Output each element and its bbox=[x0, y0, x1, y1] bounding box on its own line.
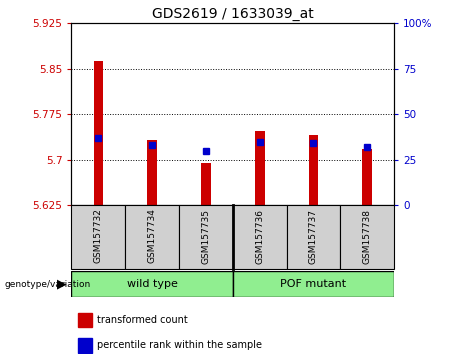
Title: GDS2619 / 1633039_at: GDS2619 / 1633039_at bbox=[152, 7, 313, 21]
Bar bbox=[148, 140, 157, 205]
Bar bbox=[233, 271, 394, 297]
Bar bbox=[255, 131, 265, 205]
Text: wild type: wild type bbox=[127, 279, 177, 289]
Text: POF mutant: POF mutant bbox=[280, 279, 347, 289]
Text: GSM157735: GSM157735 bbox=[201, 209, 210, 263]
Bar bbox=[71, 205, 125, 269]
Bar bbox=[287, 205, 340, 269]
Text: GSM157737: GSM157737 bbox=[309, 209, 318, 263]
Bar bbox=[94, 61, 103, 205]
Text: GSM157738: GSM157738 bbox=[363, 209, 372, 263]
Text: percentile rank within the sample: percentile rank within the sample bbox=[97, 340, 262, 350]
Text: GSM157734: GSM157734 bbox=[148, 209, 157, 263]
Bar bbox=[233, 205, 287, 269]
Bar bbox=[125, 205, 179, 269]
Bar bbox=[78, 313, 92, 327]
Bar bbox=[340, 205, 394, 269]
Bar bbox=[179, 205, 233, 269]
Text: genotype/variation: genotype/variation bbox=[5, 280, 91, 289]
Text: GSM157732: GSM157732 bbox=[94, 209, 103, 263]
Text: GSM157736: GSM157736 bbox=[255, 209, 264, 263]
Text: transformed count: transformed count bbox=[97, 315, 188, 325]
Bar bbox=[201, 163, 211, 205]
Bar bbox=[78, 338, 92, 353]
Text: ▶: ▶ bbox=[57, 278, 67, 291]
Bar bbox=[71, 271, 233, 297]
Bar bbox=[362, 149, 372, 205]
Bar bbox=[309, 136, 318, 205]
